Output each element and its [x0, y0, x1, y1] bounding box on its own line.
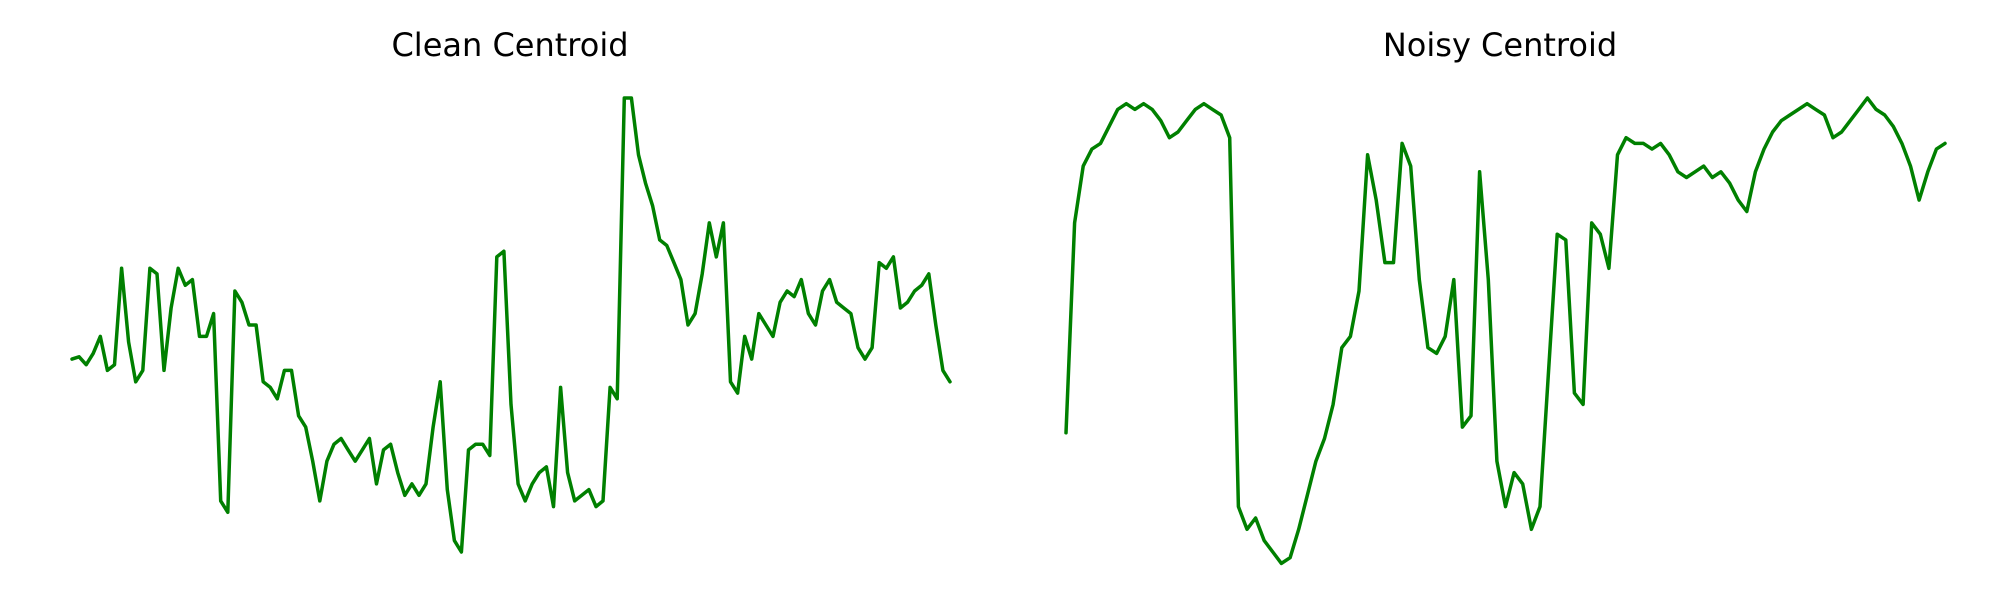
series-line	[70, 96, 952, 554]
chart-title: Noisy Centroid	[1383, 26, 1617, 64]
series-noisy-centroid	[1064, 96, 1947, 566]
chart-panel-clean-centroid: Clean Centroid	[70, 26, 952, 554]
chart-title: Clean Centroid	[391, 26, 628, 64]
series-line	[1064, 96, 1947, 566]
series-clean-centroid	[70, 96, 952, 554]
chart-panel-noisy-centroid: Noisy Centroid	[1064, 26, 1947, 566]
